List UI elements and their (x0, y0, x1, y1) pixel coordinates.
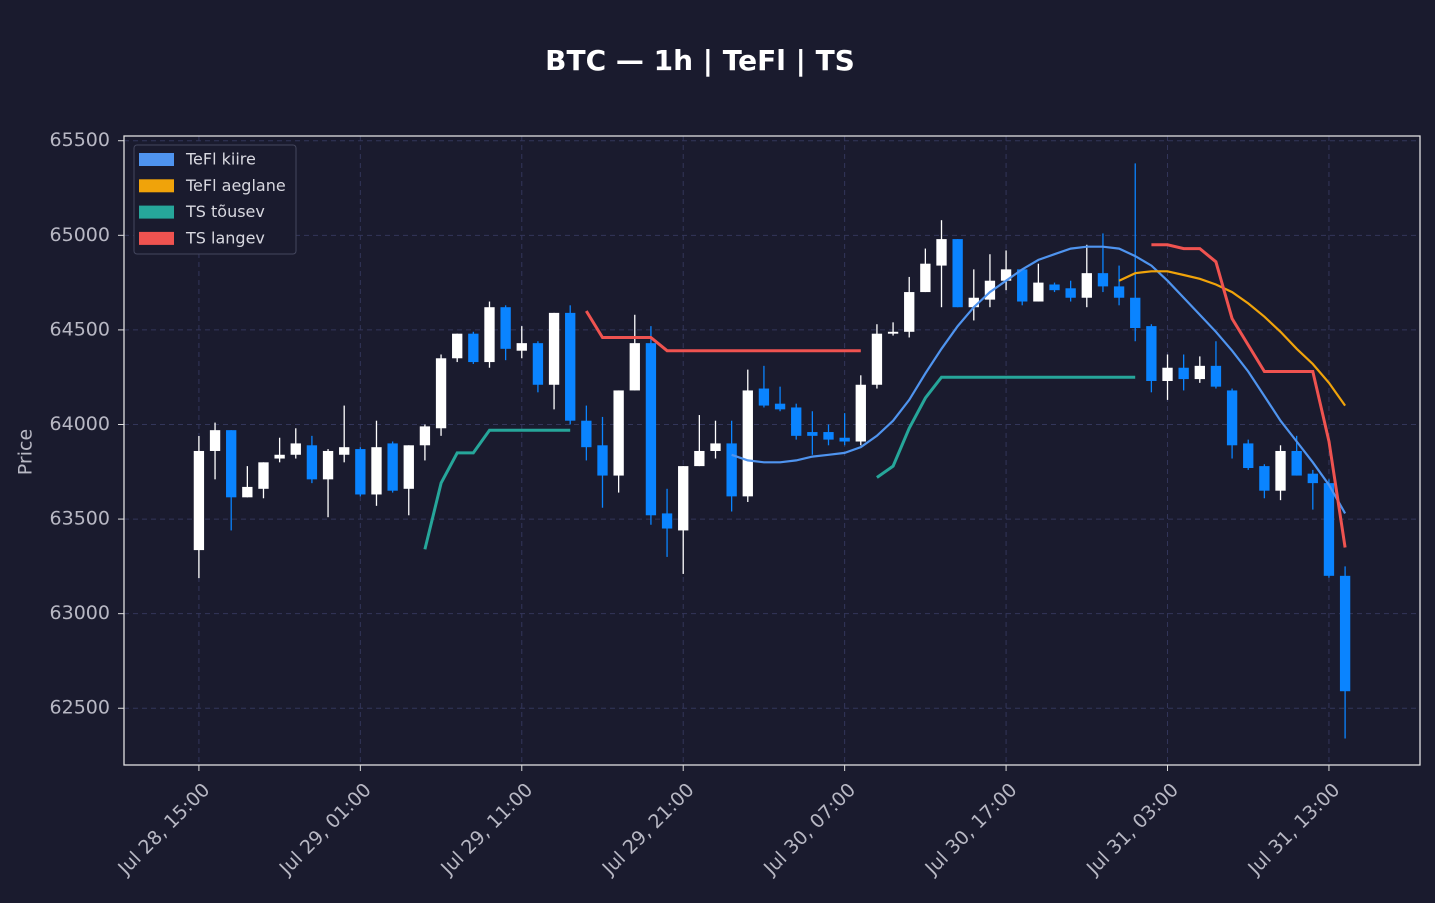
candle-body (500, 307, 511, 349)
candle-body (1194, 365, 1205, 380)
candle-body (355, 449, 366, 495)
indicator-line (585, 243, 1347, 548)
candle-body (1113, 286, 1125, 298)
candle-body (484, 307, 495, 363)
y-tick-label: 62500 (50, 697, 110, 719)
legend-swatch (139, 205, 174, 219)
candle-body (1226, 390, 1238, 446)
candle-body (613, 390, 624, 476)
candle-body (597, 445, 608, 476)
plot-frame (123, 135, 1421, 766)
candle-body (936, 239, 947, 266)
legend-swatch (139, 153, 174, 166)
candle-body (226, 430, 237, 498)
candle-body (1146, 326, 1157, 381)
candle-body (1275, 450, 1286, 491)
candle-body (629, 343, 640, 391)
y-axis-label: Price (15, 429, 37, 475)
candle-body (1323, 483, 1335, 576)
candle-body (1162, 367, 1173, 381)
candle-body (548, 312, 560, 385)
candle-body (565, 312, 576, 421)
candle-body (645, 343, 657, 516)
legend-label: TS tõusev (185, 202, 265, 221)
candle-body (807, 432, 818, 436)
candle-body (791, 407, 802, 436)
candle-body (1259, 466, 1270, 491)
candle-body (516, 343, 527, 351)
candle-body (581, 420, 592, 448)
candle-body (678, 466, 689, 531)
candle-body (1243, 443, 1254, 468)
candle-body (904, 292, 915, 332)
candle-body (209, 430, 221, 451)
candle-body (290, 443, 301, 455)
candle-body (274, 454, 285, 459)
legend-label: TS langev (185, 228, 265, 247)
candle-body (952, 239, 963, 308)
candle-body (839, 437, 850, 442)
candle-body (661, 513, 673, 529)
candle-body (823, 432, 834, 440)
candle-body (1307, 473, 1318, 484)
candle-body (1000, 269, 1012, 281)
legend-box (133, 144, 297, 255)
candle-body (710, 443, 721, 451)
candle-body (855, 384, 866, 442)
candle-body (306, 445, 318, 480)
candle-body (1178, 367, 1189, 380)
candle-body (1130, 297, 1141, 329)
candle-body (1017, 269, 1028, 302)
legend-label: TeFl kiire (185, 150, 256, 169)
candle-body (1097, 273, 1109, 287)
candle-body (1339, 575, 1351, 692)
candle-body (193, 450, 205, 551)
legend-label: TeFl aeglane (185, 176, 286, 195)
indicator-line (1118, 270, 1346, 407)
candle-body (1033, 282, 1044, 302)
candle-body (242, 486, 253, 498)
candle-body (968, 297, 979, 308)
candle-body (258, 462, 269, 489)
indicator-line (423, 375, 1136, 550)
candle-body (742, 390, 753, 497)
candle-body (1210, 365, 1222, 387)
candle-body (322, 450, 334, 480)
y-tick-label: 64000 (50, 413, 110, 435)
candle-body (871, 333, 883, 385)
candle-body (1065, 288, 1076, 298)
candle-body (774, 403, 786, 410)
y-tick-label: 64500 (50, 318, 110, 340)
candle-body (984, 280, 996, 300)
candle-body (371, 447, 382, 495)
chart-title: BTC — 1h | TeFl | TS (545, 44, 855, 77)
candle-body (1291, 450, 1302, 476)
y-tick-label: 63500 (50, 508, 110, 530)
candle-body (468, 333, 479, 363)
y-tick-label: 63000 (50, 602, 110, 624)
candle-body (435, 358, 447, 429)
candle-body (339, 447, 350, 455)
legend-swatch (139, 231, 174, 245)
candle-body (726, 443, 737, 497)
candle-body (920, 263, 931, 293)
candle-body (758, 388, 770, 406)
candle-body (387, 443, 398, 491)
candle-body (887, 331, 899, 334)
candle-body (452, 333, 463, 359)
candle-body (1049, 284, 1060, 291)
candle-body (419, 426, 431, 446)
legend-swatch (139, 179, 174, 193)
y-tick-label: 65000 (50, 224, 110, 246)
indicator-line (731, 245, 1347, 514)
candle-body (1081, 273, 1092, 298)
candle-body (694, 450, 705, 467)
candle-body (403, 445, 414, 489)
candle-body (532, 343, 544, 385)
y-tick-label: 65500 (50, 129, 110, 151)
